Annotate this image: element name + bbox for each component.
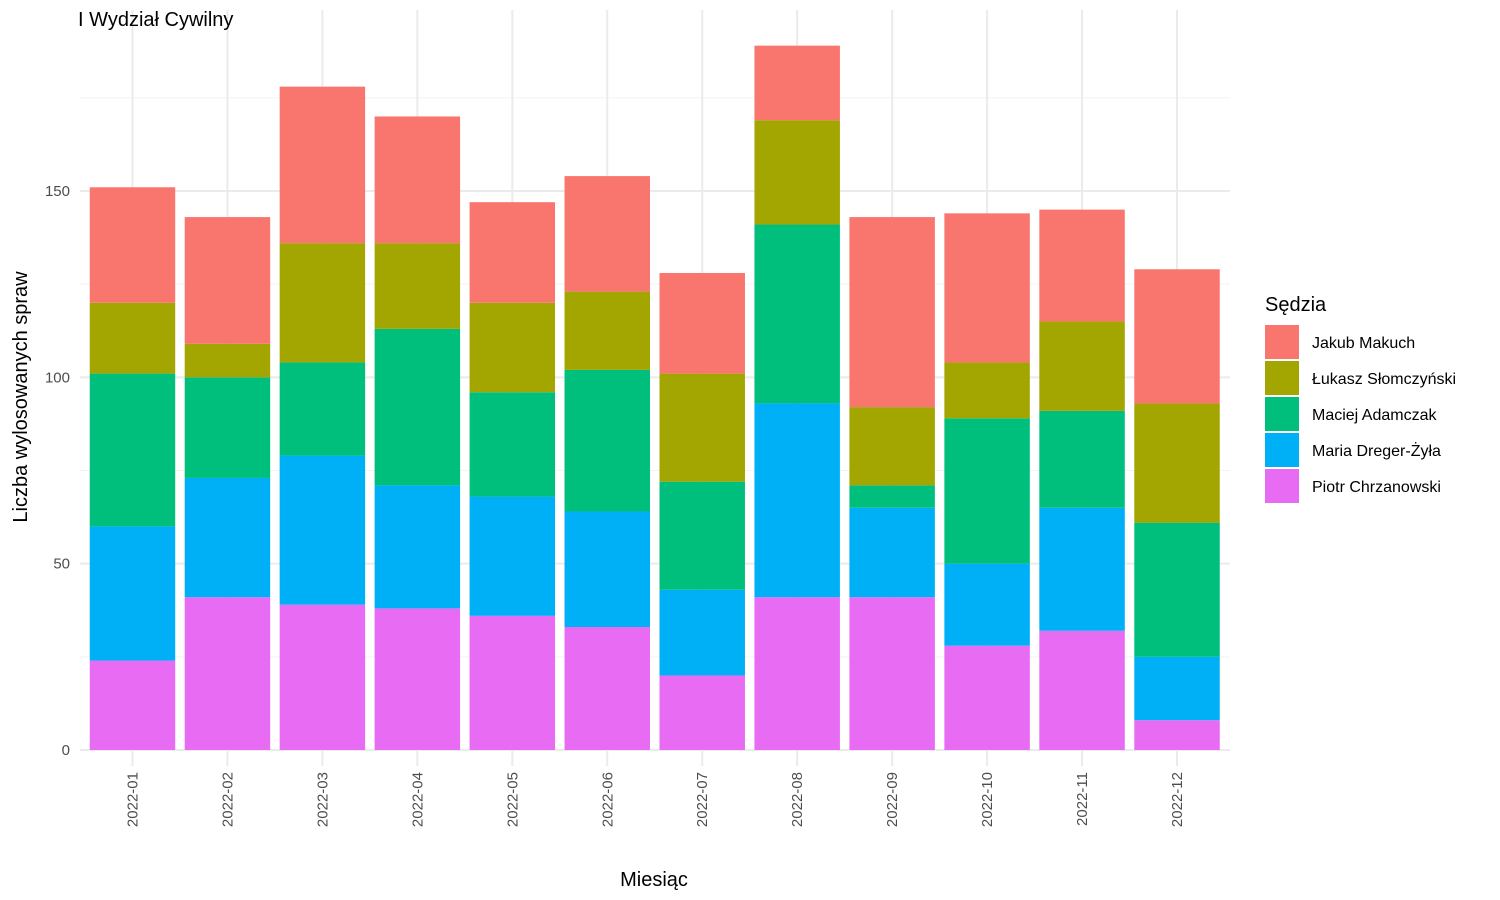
bar-segment xyxy=(754,120,840,225)
y-tick-label: 100 xyxy=(45,369,70,386)
x-axis-title: Miesiąc xyxy=(620,869,688,891)
bar-segment xyxy=(564,511,651,628)
x-tick-label: 2022-07 xyxy=(694,772,711,827)
x-tick-label: 2022-06 xyxy=(599,772,616,827)
bar-segment xyxy=(564,627,651,750)
y-axis-ticks: 0 50 100 150 xyxy=(45,183,70,759)
x-tick-label: 2022-04 xyxy=(409,772,426,827)
bar-segment xyxy=(944,645,1030,750)
bar-segment xyxy=(944,362,1030,419)
y-tick-label: 0 xyxy=(62,742,70,759)
legend-label: Łukasz Słomczyński xyxy=(1312,371,1456,388)
bar-segment xyxy=(1039,410,1125,508)
bar-segment xyxy=(659,675,745,750)
bar-segment xyxy=(374,328,461,486)
bar-segment xyxy=(374,116,461,244)
bar-segment xyxy=(1134,403,1220,523)
bar-segment xyxy=(374,485,461,609)
bar-segment xyxy=(374,608,461,750)
x-tick-label: 2022-03 xyxy=(314,772,331,827)
chart-title: I Wydział Cywilny xyxy=(78,9,233,31)
legend-label: Maria Dreger-Żyła xyxy=(1312,441,1441,460)
bar-segment xyxy=(1039,507,1125,631)
bar-segment xyxy=(469,615,556,750)
bar-segment xyxy=(184,377,271,478)
bar-segment xyxy=(754,597,840,750)
bar-segment xyxy=(1134,720,1220,750)
bar-segment xyxy=(849,597,935,750)
bar-segment xyxy=(184,217,271,344)
bar-segment xyxy=(659,481,745,590)
legend-swatch xyxy=(1265,361,1299,395)
legend-label: Piotr Chrzanowski xyxy=(1312,479,1441,496)
x-tick-label: 2022-02 xyxy=(219,772,236,827)
bar-segment xyxy=(279,243,366,363)
bar-segment xyxy=(469,202,556,303)
x-tick-label: 2022-09 xyxy=(884,772,901,827)
bar-segment xyxy=(849,507,935,598)
x-tick-label: 2022-01 xyxy=(124,772,141,827)
bars xyxy=(89,45,1220,750)
legend-swatch xyxy=(1265,469,1299,503)
bar-segment xyxy=(1039,630,1125,750)
bar-segment xyxy=(564,369,651,512)
bar-segment xyxy=(89,373,176,527)
bar-segment xyxy=(849,217,935,408)
y-axis-title: Liczba wylosowanych spraw xyxy=(10,271,32,523)
legend: Sędzia Jakub Makuch Łukasz Słomczyński Mac… xyxy=(1265,294,1456,503)
bar-segment xyxy=(754,224,840,404)
bar-segment xyxy=(279,455,366,605)
bar-segment xyxy=(1039,321,1125,411)
bar-segment xyxy=(849,485,935,508)
bar-segment xyxy=(184,597,271,750)
bar-segment xyxy=(659,272,745,374)
legend-swatch xyxy=(1265,433,1299,467)
bar-segment xyxy=(279,604,366,750)
x-axis-ticks: 2022-01 2022-02 2022-03 2022-04 2022-05 2022-… xyxy=(124,772,1186,827)
bar-segment xyxy=(374,243,461,329)
bar-segment xyxy=(849,407,935,486)
bar-segment xyxy=(564,176,651,292)
bar-segment xyxy=(754,403,840,598)
bar-segment xyxy=(89,660,176,750)
bar-segment xyxy=(469,302,556,393)
bar-segment xyxy=(469,496,556,616)
bar-segment xyxy=(564,291,651,370)
bar-segment xyxy=(89,526,176,661)
legend-label: Jakub Makuch xyxy=(1312,335,1415,352)
bar-segment xyxy=(1039,209,1125,322)
x-tick-label: 2022-11 xyxy=(1074,772,1091,826)
bar-segment xyxy=(279,86,366,244)
bar-segment xyxy=(659,589,745,676)
legend-label: Maciej Adamczak xyxy=(1312,407,1437,424)
bar-segment xyxy=(279,362,366,456)
legend-swatch xyxy=(1265,397,1299,431)
bar-segment xyxy=(944,418,1030,564)
x-tick-label: 2022-05 xyxy=(504,772,521,827)
legend-swatch xyxy=(1265,325,1299,359)
bar-segment xyxy=(944,563,1030,646)
bar-segment xyxy=(1134,522,1220,657)
bar-segment xyxy=(1134,269,1220,404)
bar-segment xyxy=(184,343,271,378)
legend-title: Sędzia xyxy=(1265,294,1327,316)
bar-segment xyxy=(89,302,176,374)
bar-segment xyxy=(184,477,271,598)
bar-segment xyxy=(469,392,556,497)
x-tick-label: 2022-08 xyxy=(789,772,806,827)
y-tick-label: 50 xyxy=(53,556,70,573)
x-tick-label: 2022-12 xyxy=(1169,772,1186,827)
bar-segment xyxy=(89,187,176,303)
bar-segment xyxy=(944,213,1030,363)
bar-segment xyxy=(754,45,840,121)
bar-segment xyxy=(1134,656,1220,721)
bar-segment xyxy=(659,373,745,482)
y-tick-label: 150 xyxy=(45,183,70,200)
x-tick-label: 2022-10 xyxy=(979,772,996,827)
